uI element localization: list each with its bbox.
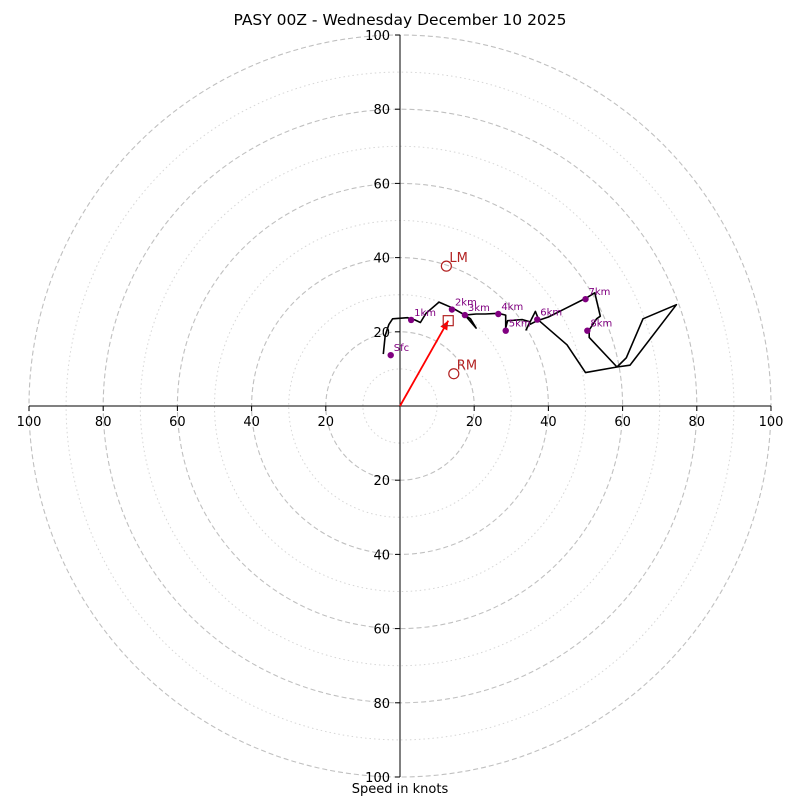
x-tick-label: 60 [614,415,631,430]
mean-wind-marker [442,315,454,327]
hodograph-trace-layer [382,291,678,374]
tick-labels: 20 20 20 20 40 40 40 40 60 60 60 60 80 80 80 80 100 100 10… [17,29,784,786]
height-marker-6km [534,316,541,323]
storm-motion-label-lm: LM [449,251,467,266]
x-tick-label: 40 [540,415,557,430]
height-label-5km: 5km [509,319,531,330]
height-marker-sfc [387,351,394,359]
x-tick-label: 40 [243,415,260,430]
height-label-1km: 1km [414,308,436,319]
x-tick-label: 60 [169,415,186,430]
height-label-2km: 2km [455,298,477,309]
y-tick-label: 20 [373,474,390,489]
storm-motion-label-rm: RM [457,359,477,374]
y-tick-label: 80 [373,103,390,118]
chart-title: PASY 00Z - Wednesday December 10 2025 [233,11,567,29]
shear-vector-layer [399,320,450,407]
y-tick-label: 40 [373,548,390,563]
y-tick-label: 100 [365,29,390,44]
height-label-4km: 4km [501,302,523,313]
x-tick-label: 80 [95,415,112,430]
x-tick-label: 100 [17,415,42,430]
x-tick-label: 80 [689,415,706,430]
storm-motion-marker-rm [448,368,460,380]
x-axis-label: Speed in knots [351,782,449,797]
y-tick-label: 80 [373,697,390,712]
y-tick-label: 60 [373,623,390,638]
height-label-3km: 3km [468,303,490,314]
height-label-8km: 8km [590,319,612,330]
height-marker-8km [584,327,591,334]
height-marker-1km [407,316,415,324]
height-marker-2km [448,306,456,313]
hodograph-trace [382,291,678,374]
height-label-sfc: Sfc [394,343,409,354]
height-marker-5km [502,327,509,334]
height-marker-7km [582,295,589,303]
storm-motion-marker-lm [440,260,452,272]
height-label-7km: 7km [589,287,611,298]
x-tick-label: 20 [318,415,335,430]
shear-vector-line [399,320,450,407]
height-label-6km: 6km [540,308,562,319]
x-tick-label: 100 [759,415,784,430]
height-marker-3km [461,311,469,319]
y-tick-label: 100 [365,771,390,786]
y-tick-label: 60 [373,177,390,192]
y-tick-label: 40 [373,252,390,267]
x-tick-label: 20 [466,415,483,430]
storm-motion-layer: LM RM [440,251,477,380]
y-tick-label: 20 [373,326,390,341]
height-marker-4km [495,310,502,318]
